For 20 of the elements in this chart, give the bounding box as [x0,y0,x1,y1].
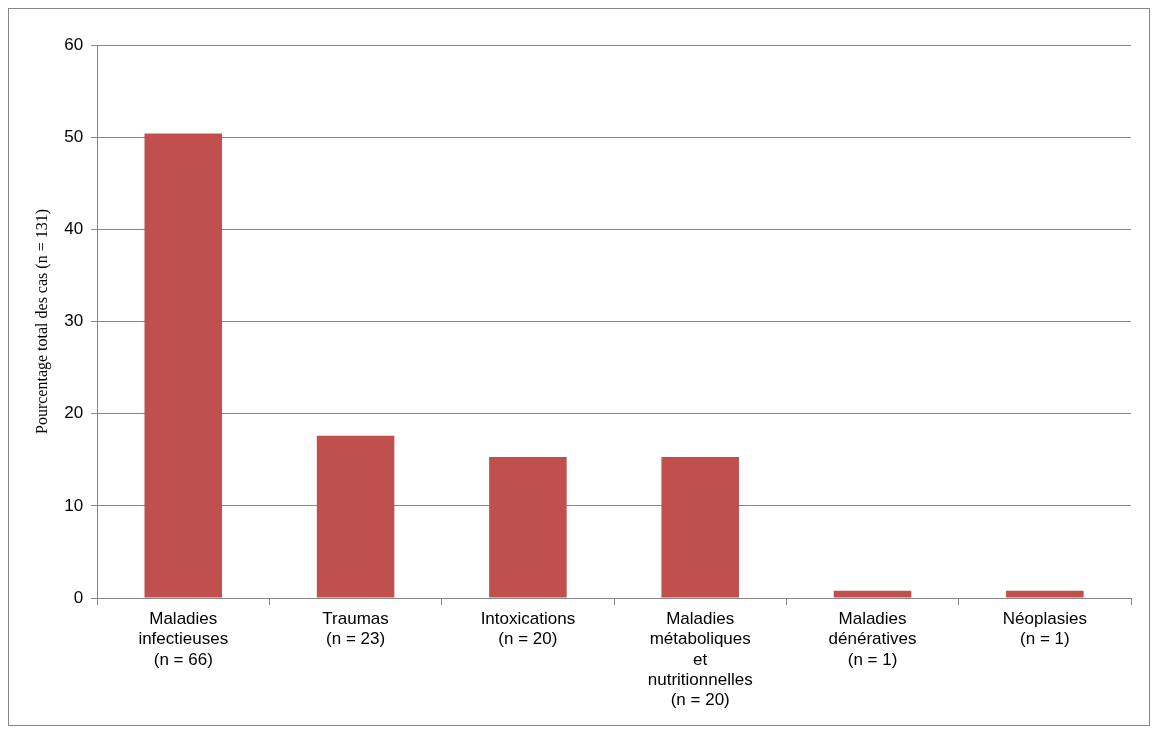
bar [489,456,567,598]
y-tick-label: 30 [64,311,84,331]
x-tick-label: Maladies métaboliques et nutritionnelles (n = 20) [647,608,753,710]
x-tick-label: Néoplasies (n = 1) [1002,608,1087,649]
x-tick-label: Maladies dénératives (n = 1) [828,608,917,669]
bar [661,456,739,598]
y-tick-label: 60 [64,34,84,54]
y-tick-label: 0 [73,587,84,607]
y-tick-label: 20 [64,403,84,423]
bar [144,133,223,598]
y-tick-label: 50 [64,126,84,146]
y-axis-title: Pourcentage total des cas (n = 131) [32,209,51,434]
y-tick-label: 40 [64,219,84,239]
bar [1006,590,1084,598]
x-tick-label: Traumas (n = 23) [322,608,389,649]
y-tick-label: 10 [64,495,84,515]
bar [833,590,912,598]
bar [316,435,395,598]
x-tick-label: Intoxications (n = 20) [480,608,576,649]
x-tick-label: Maladies infectieuses (n = 66) [138,608,229,669]
